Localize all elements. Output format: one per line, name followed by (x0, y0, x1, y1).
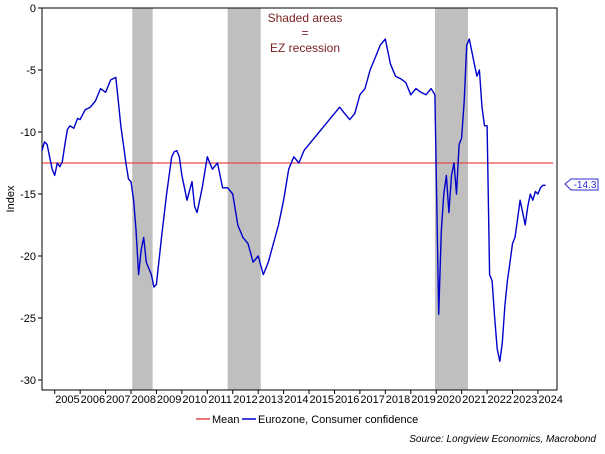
series-layer (41, 38, 554, 363)
x-tick-label: 2005 (55, 394, 79, 406)
y-tick-label: -25 (20, 313, 36, 325)
recession-band-3 (434, 8, 468, 390)
x-axis-ticks: 2005 2006 2007 2008 2009 2010 2011 2012 2013 2014… (54, 390, 563, 406)
source-note: Source: Longview Economics, Macrobond (409, 434, 596, 445)
recession-band-2 (227, 8, 261, 390)
y-tick-label: -15 (20, 189, 36, 201)
y-tick-label: -20 (20, 251, 36, 263)
x-tick-label: 2012 (233, 394, 257, 406)
x-tick-label: 2021 (462, 394, 486, 406)
annotation-line-1: Shaded areas (268, 11, 343, 25)
x-tick-label: 2017 (360, 394, 384, 406)
x-tick-label: 2010 (182, 394, 206, 406)
legend-label-consumer-confidence: Eurozone, Consumer confidence (258, 414, 418, 426)
consumer-confidence-line (41, 38, 546, 363)
x-tick-label: 2007 (106, 394, 130, 406)
x-tick-label: 2006 (81, 394, 105, 406)
x-tick-label: 2020 (437, 394, 461, 406)
x-tick-label: 2016 (335, 394, 359, 406)
x-tick-label: 2014 (284, 394, 308, 406)
y-tick-label: -30 (20, 375, 36, 387)
x-tick-label: 2024 (538, 394, 562, 406)
recession-annotation: Shaded areas = EZ recession (268, 11, 343, 55)
y-axis-label: Index (5, 185, 17, 212)
x-tick-label: 2009 (157, 394, 181, 406)
annotation-line-3: EZ recession (270, 41, 340, 55)
legend-label-mean: Mean (212, 414, 240, 426)
annotation-line-2: = (301, 26, 308, 40)
recession-band-1 (132, 8, 153, 390)
x-tick-label: 2008 (131, 394, 155, 406)
y-tick-label: 0 (30, 3, 36, 15)
y-axis-ticks: 0 -5 -10 -15 -20 -25 -30 (20, 3, 42, 387)
axes (41, 7, 558, 391)
last-value-pointer (564, 178, 599, 191)
y-tick-label: -10 (20, 127, 36, 139)
y-tick-label: -5 (26, 65, 36, 77)
x-tick-label: 2015 (310, 394, 334, 406)
x-tick-label: 2018 (386, 394, 410, 406)
x-tick-label: 2013 (259, 394, 283, 406)
legend: Mean Eurozone, Consumer confidence (196, 414, 418, 426)
x-tick-label: 2019 (411, 394, 435, 406)
x-tick-label: 2023 (513, 394, 537, 406)
last-value-label: -14.3 (574, 180, 597, 191)
recession-shading (132, 8, 468, 390)
x-tick-label: 2011 (208, 394, 232, 406)
last-value-callout: -14.3 (564, 178, 599, 191)
plot-area-frame (41, 7, 558, 391)
x-tick-label: 2022 (488, 394, 512, 406)
